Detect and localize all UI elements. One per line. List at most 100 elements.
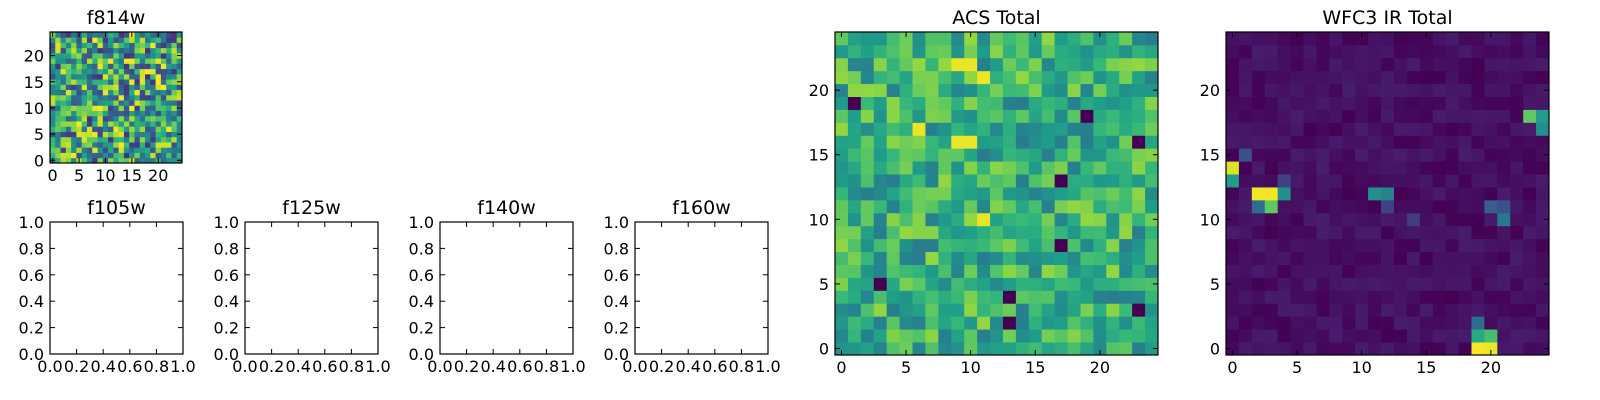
heatmap-cell	[1316, 277, 1330, 291]
heatmap-cell	[1536, 109, 1550, 123]
heatmap-cell	[1510, 199, 1524, 214]
heatmap-cell	[1015, 238, 1030, 253]
x-tick-label: 0.2	[259, 357, 284, 376]
heatmap-cell	[1536, 225, 1550, 240]
heatmap-cell	[55, 89, 61, 96]
heatmap-cell	[1277, 174, 1291, 188]
heatmap-cell	[1290, 187, 1304, 201]
heatmap-cell	[1393, 238, 1408, 253]
heatmap-cell	[1080, 161, 1094, 175]
heatmap-cell	[160, 37, 167, 43]
y-tick-label: 0.6	[604, 266, 629, 285]
heatmap-cell	[938, 70, 952, 85]
heatmap-cell	[886, 161, 900, 175]
plot-frame	[49, 31, 183, 164]
heatmap-cell	[1445, 251, 1459, 265]
heatmap-cell	[964, 264, 978, 278]
heatmap-cell	[139, 126, 146, 132]
heatmap-cell	[1226, 161, 1240, 175]
heatmap-cell	[1028, 342, 1043, 356]
heatmap-cell	[155, 121, 162, 127]
heatmap-cell	[1080, 316, 1094, 330]
heatmap-cell	[1277, 303, 1291, 317]
heatmap-cell	[60, 94, 67, 101]
heatmap-cell	[150, 136, 156, 143]
y-tick-label: 0.8	[214, 239, 239, 258]
heatmap-cell	[938, 238, 952, 253]
heatmap-cell	[1145, 32, 1159, 46]
heatmap-cell	[76, 73, 83, 80]
heatmap-cell	[1510, 161, 1524, 175]
heatmap-cell	[1536, 187, 1550, 201]
heatmap-cell	[134, 32, 141, 38]
heatmap-cell	[912, 70, 926, 85]
heatmap-cell	[55, 63, 61, 70]
heatmap-cell	[1381, 122, 1395, 136]
panel-title: f105w	[87, 197, 146, 219]
heatmap-cell	[938, 290, 952, 304]
heatmap-cell	[925, 316, 939, 330]
heatmap-cell	[835, 161, 849, 175]
heatmap-cell	[166, 47, 172, 54]
heatmap-cell	[129, 152, 135, 159]
heatmap-cell	[1329, 316, 1343, 330]
heatmap-cell	[1132, 44, 1146, 59]
heatmap-cell	[123, 32, 130, 38]
heatmap-cell	[925, 148, 939, 162]
heatmap-cell	[951, 44, 965, 59]
heatmap-cell	[860, 329, 875, 343]
heatmap-cell	[951, 277, 965, 291]
heatmap-cell	[1067, 161, 1081, 175]
heatmap-cell	[1277, 83, 1291, 97]
heatmap-cell	[1054, 264, 1068, 278]
heatmap-cell	[1041, 70, 1056, 85]
heatmap-cell	[886, 316, 900, 330]
heatmap-cell	[134, 84, 141, 91]
heatmap-cell	[964, 251, 978, 265]
heatmap-cell	[835, 199, 849, 214]
heatmap-cell	[1458, 277, 1472, 291]
heatmap-cell	[86, 131, 93, 138]
heatmap-cell	[1368, 277, 1382, 291]
heatmap-cell	[155, 142, 162, 148]
heatmap-cell	[1080, 187, 1094, 201]
y-tick-label: 10	[1200, 210, 1220, 229]
heatmap-cell	[1406, 148, 1421, 162]
heatmap-cell	[1419, 109, 1434, 123]
heatmap-cell	[113, 136, 120, 143]
heatmap-cell	[145, 79, 151, 85]
heatmap-cell	[847, 329, 862, 343]
heatmap-cell	[1355, 96, 1369, 110]
heatmap-cell	[1145, 212, 1159, 227]
heatmap-cell	[1316, 174, 1330, 188]
heatmap-cell	[1264, 199, 1279, 214]
heatmap-cell	[1458, 174, 1472, 188]
heatmap-cell	[1406, 70, 1421, 85]
heatmap-cell	[1406, 342, 1421, 356]
heatmap-cell	[1303, 70, 1317, 85]
heatmap-cell	[1458, 264, 1472, 278]
heatmap-cell	[129, 37, 135, 43]
heatmap-cell	[1497, 70, 1511, 85]
heatmap-cell	[1080, 174, 1094, 188]
heatmap-cell	[1329, 70, 1343, 85]
heatmap-cell	[847, 316, 862, 330]
heatmap-cell	[166, 37, 172, 43]
heatmap-cell	[990, 212, 1004, 227]
heatmap-cell	[1303, 148, 1317, 162]
heatmap-cell	[139, 42, 146, 49]
heatmap-cell	[1264, 109, 1279, 123]
heatmap-cell	[1028, 174, 1043, 188]
heatmap-cell	[1368, 342, 1382, 356]
heatmap-cell	[50, 100, 56, 106]
heatmap-cell	[1432, 109, 1447, 123]
heatmap-cell	[847, 32, 862, 46]
heatmap-cell	[1264, 290, 1279, 304]
heatmap-cell	[1342, 57, 1356, 72]
heatmap-cell	[1406, 277, 1421, 291]
heatmap-cell	[1445, 264, 1459, 278]
heatmap-cell	[118, 68, 125, 75]
heatmap-cell	[1381, 251, 1395, 265]
heatmap-cell	[1523, 329, 1537, 343]
heatmap-cell	[81, 68, 88, 75]
